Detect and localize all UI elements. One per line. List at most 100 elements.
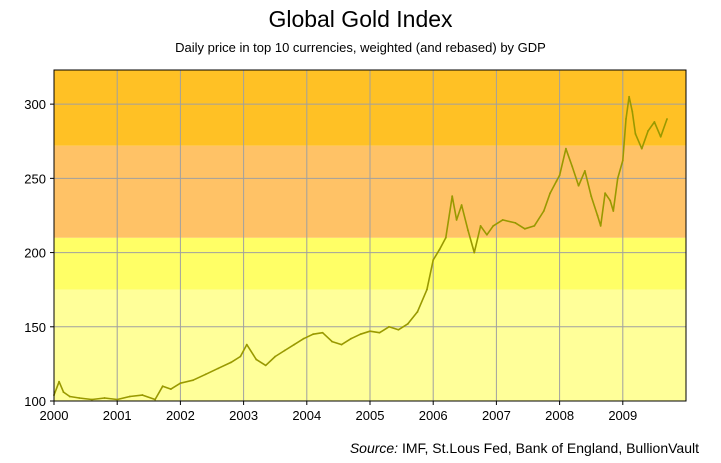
data-point — [455, 219, 458, 221]
y-tick-label-2: 200 — [24, 246, 46, 261]
data-point — [514, 221, 517, 224]
data-point — [340, 343, 343, 346]
data-point — [68, 395, 71, 398]
x-tick-label-1: 2001 — [103, 408, 132, 423]
data-point — [612, 210, 615, 212]
data-point — [312, 333, 315, 336]
x-tick-label-9: 2009 — [608, 408, 637, 423]
data-point — [128, 395, 131, 398]
x-tick-label-6: 2006 — [419, 408, 448, 423]
data-point — [116, 398, 119, 401]
data-point — [590, 195, 593, 198]
data-point — [416, 311, 419, 313]
data-point — [628, 95, 631, 98]
data-point — [549, 192, 552, 195]
data-point — [599, 224, 602, 227]
data-point — [264, 364, 267, 367]
data-point — [359, 333, 362, 336]
source-note: Source: IMF, St.Lous Fed, Bank of Englan… — [350, 440, 699, 456]
data-point — [609, 199, 612, 202]
source-label: Source: — [349, 440, 399, 456]
data-point — [141, 394, 144, 396]
data-point — [451, 195, 454, 198]
data-point — [331, 340, 333, 343]
y-tick-label-1: 150 — [24, 320, 46, 335]
y-axis: 100 150 200 250 300 — [24, 97, 54, 409]
data-point — [444, 236, 447, 239]
data-point — [659, 135, 662, 138]
data-point — [555, 180, 558, 183]
data-point — [640, 147, 643, 150]
data-point — [103, 397, 106, 399]
x-tick-label-4: 2004 — [292, 408, 321, 423]
data-point — [350, 337, 352, 340]
data-point — [78, 397, 81, 399]
x-tick-label-2: 2002 — [166, 408, 195, 423]
data-point — [625, 118, 627, 120]
data-point — [407, 322, 409, 325]
data-point — [154, 398, 157, 401]
data-point — [378, 331, 381, 334]
data-point — [255, 358, 258, 361]
data-point — [621, 159, 624, 162]
data-point — [58, 380, 60, 383]
series-group — [53, 95, 668, 401]
data-point — [274, 355, 277, 358]
data-point — [217, 367, 220, 370]
y-tick-label-0: 100 — [24, 394, 46, 409]
data-point — [460, 204, 463, 206]
data-point — [170, 388, 172, 391]
x-tick-label-3: 2003 — [229, 408, 258, 423]
data-point — [467, 229, 469, 232]
data-point — [479, 224, 482, 227]
data-point — [571, 165, 574, 168]
data-point — [647, 129, 649, 132]
chart-title: Global Gold Index — [268, 6, 453, 32]
data-point — [302, 337, 305, 340]
x-tick-label-7: 2007 — [482, 408, 511, 423]
chart-subtitle: Daily price in top 10 currencies, weight… — [175, 40, 546, 55]
data-point — [523, 227, 526, 230]
data-point — [388, 325, 390, 328]
data-point — [604, 192, 607, 195]
data-point — [425, 288, 428, 291]
data-point — [432, 259, 435, 261]
data-point — [634, 132, 637, 135]
data-point — [631, 110, 634, 113]
y-tick-label-3: 250 — [24, 171, 46, 186]
source-text: IMF, St.Lous Fed, Bank of England, Bulli… — [401, 440, 699, 456]
data-point — [565, 147, 567, 150]
x-tick-label-0: 2000 — [40, 408, 69, 423]
data-point — [179, 382, 182, 385]
data-point — [577, 184, 580, 187]
data-point — [321, 331, 324, 334]
x-tick-label-5: 2005 — [356, 408, 385, 423]
data-point — [583, 170, 586, 172]
data-point — [293, 343, 296, 346]
data-point — [438, 248, 441, 251]
data-point — [230, 361, 232, 364]
data-point — [161, 385, 164, 388]
data-point — [239, 355, 242, 358]
data-point — [369, 330, 371, 333]
data-point — [486, 233, 488, 236]
data-point — [653, 121, 656, 123]
y-tick-label-4: 300 — [24, 97, 46, 112]
x-axis: 2000 2001 2002 2003 2004 2005 2006 2007 2008 2009 — [40, 401, 637, 423]
data-point — [533, 224, 536, 227]
data-point — [596, 214, 599, 217]
data-point — [245, 343, 248, 346]
data-point — [283, 349, 286, 352]
data-point — [473, 251, 476, 254]
data-point — [501, 219, 504, 221]
grid-lines — [54, 70, 686, 401]
data-point — [397, 328, 400, 331]
data-point — [204, 373, 207, 376]
data-point — [91, 398, 93, 401]
data-point — [666, 118, 668, 120]
data-point — [492, 224, 495, 227]
x-tick-label-8: 2008 — [545, 408, 574, 423]
data-point — [542, 210, 545, 212]
data-point — [62, 391, 65, 393]
